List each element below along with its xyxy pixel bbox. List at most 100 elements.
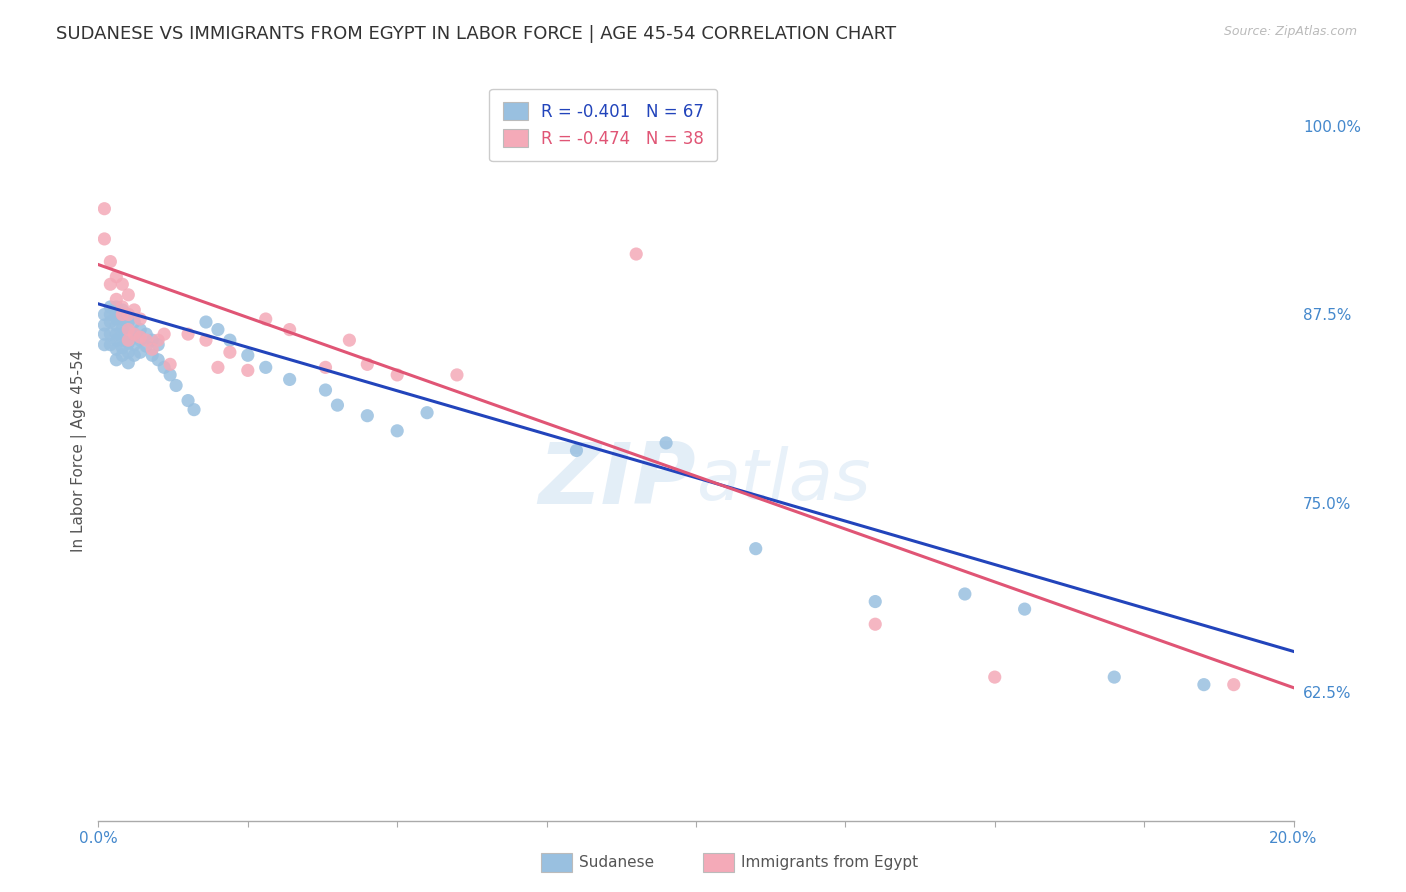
Point xyxy=(105,352,128,367)
Text: atlas: atlas xyxy=(696,446,870,515)
Y-axis label: In Labor Force | Age 45-54: In Labor Force | Age 45-54 xyxy=(72,350,87,551)
Point xyxy=(278,372,301,386)
Point xyxy=(183,402,205,417)
Point xyxy=(117,356,139,370)
Point xyxy=(141,348,163,362)
Point xyxy=(315,383,337,397)
Point xyxy=(111,321,134,335)
Point xyxy=(117,336,139,351)
Text: SUDANESE VS IMMIGRANTS FROM EGYPT IN LABOR FORCE | AGE 45-54 CORRELATION CHART: SUDANESE VS IMMIGRANTS FROM EGYPT IN LAB… xyxy=(56,25,897,43)
Point xyxy=(105,343,128,357)
Point xyxy=(105,308,128,322)
Point xyxy=(111,308,134,322)
Point xyxy=(129,312,152,326)
Point xyxy=(93,318,115,332)
Point xyxy=(165,378,187,392)
Point xyxy=(129,333,152,347)
Point xyxy=(1223,678,1246,692)
Point xyxy=(129,330,152,344)
Point xyxy=(111,312,134,326)
Point xyxy=(111,348,134,362)
Text: ZIP: ZIP xyxy=(538,439,696,522)
Point xyxy=(93,202,115,216)
Point xyxy=(148,333,170,347)
Point xyxy=(98,308,122,322)
Point xyxy=(105,293,128,307)
Point xyxy=(105,318,128,332)
Point xyxy=(207,360,229,375)
Point xyxy=(105,269,128,284)
Point xyxy=(315,360,337,375)
Point xyxy=(148,352,170,367)
Point xyxy=(124,327,146,342)
Point xyxy=(105,312,128,326)
Point xyxy=(98,315,122,329)
Point xyxy=(745,541,768,556)
Point xyxy=(865,594,887,608)
Point xyxy=(385,368,409,382)
Point xyxy=(177,393,200,408)
Point xyxy=(236,348,259,362)
Point xyxy=(117,308,139,322)
Point xyxy=(111,327,134,342)
Point xyxy=(93,308,115,322)
Point xyxy=(135,333,157,347)
Point xyxy=(1104,670,1126,684)
Point xyxy=(153,327,176,342)
Point xyxy=(111,277,134,292)
Point xyxy=(135,339,157,353)
Point xyxy=(98,337,122,351)
Point xyxy=(111,341,134,355)
Point xyxy=(953,587,976,601)
Point xyxy=(124,302,146,317)
Point xyxy=(105,333,128,347)
Point xyxy=(117,345,139,359)
Point xyxy=(195,315,218,329)
Point xyxy=(93,327,115,342)
Point xyxy=(236,363,259,377)
Point xyxy=(141,343,163,357)
Point xyxy=(98,327,122,342)
Point xyxy=(219,333,242,347)
Point xyxy=(207,322,229,336)
Point xyxy=(446,368,468,382)
Point xyxy=(195,333,218,347)
Point xyxy=(93,232,115,246)
Point xyxy=(626,247,648,261)
Point xyxy=(117,308,139,322)
Point xyxy=(98,277,122,292)
Point xyxy=(98,300,122,314)
Point xyxy=(1014,602,1036,616)
Point xyxy=(655,436,678,450)
Point xyxy=(117,327,139,342)
Point xyxy=(356,357,378,371)
Point xyxy=(141,333,163,347)
Legend: R = -0.401   N = 67, R = -0.474   N = 38: R = -0.401 N = 67, R = -0.474 N = 38 xyxy=(489,88,717,161)
Point xyxy=(148,337,170,351)
Point xyxy=(159,357,181,371)
Point xyxy=(177,327,200,342)
Point xyxy=(117,315,139,329)
Point xyxy=(984,670,1007,684)
Point xyxy=(111,300,134,314)
Text: Source: ZipAtlas.com: Source: ZipAtlas.com xyxy=(1223,25,1357,38)
Point xyxy=(117,322,139,336)
Point xyxy=(105,327,128,342)
Point xyxy=(254,360,277,375)
Point xyxy=(135,327,157,342)
Point xyxy=(129,345,152,359)
Point xyxy=(356,409,378,423)
Point xyxy=(124,348,146,362)
Point xyxy=(565,443,588,458)
Point xyxy=(129,322,152,336)
Text: Immigrants from Egypt: Immigrants from Egypt xyxy=(741,855,918,870)
Point xyxy=(124,315,146,329)
Point xyxy=(111,333,134,347)
Point xyxy=(124,327,146,342)
Point xyxy=(416,406,439,420)
Point xyxy=(98,254,122,268)
Point xyxy=(117,333,139,347)
Point xyxy=(326,398,349,412)
Point xyxy=(278,322,301,336)
Point xyxy=(339,333,361,347)
